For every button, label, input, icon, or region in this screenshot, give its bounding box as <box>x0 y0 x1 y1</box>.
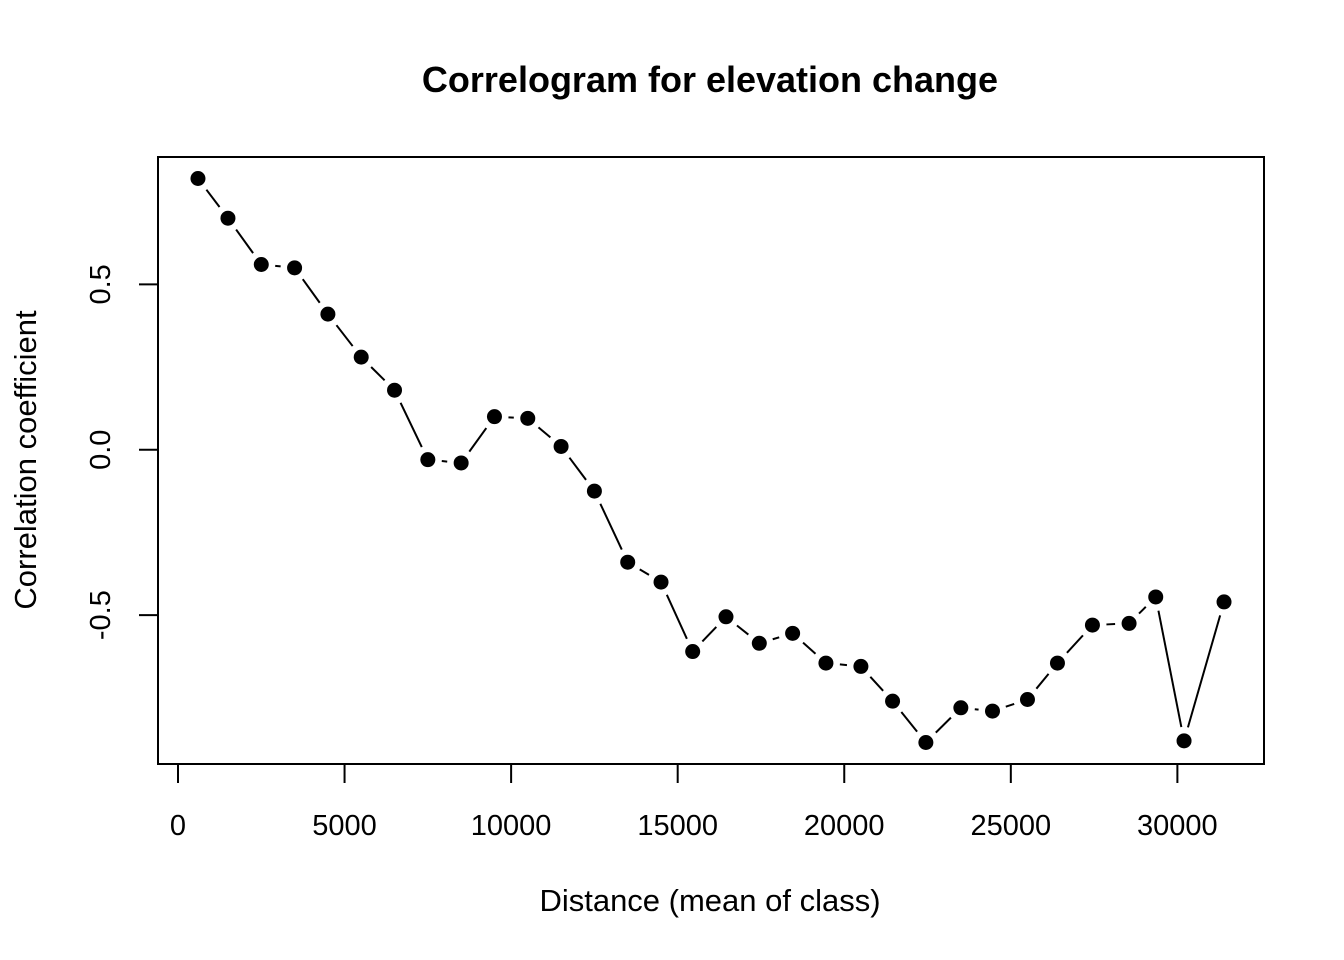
data-point <box>1049 655 1065 671</box>
data-point <box>353 349 369 365</box>
series-segment <box>935 716 952 734</box>
series-segment <box>205 189 221 208</box>
data-point <box>220 210 236 226</box>
y-axis: -0.5 0.0 0.5 <box>85 264 159 640</box>
series-segment <box>736 624 749 636</box>
y-axis-label: Correlation coefficient <box>8 310 43 610</box>
data-point <box>586 483 602 499</box>
data-point <box>718 609 734 625</box>
data-point <box>653 574 669 590</box>
data-point <box>1216 594 1232 610</box>
y-tick-label: 0.5 <box>85 264 117 304</box>
data-point <box>853 658 869 674</box>
data-point <box>253 257 269 273</box>
data-point <box>1121 615 1137 631</box>
series-segment <box>1005 702 1015 708</box>
series-segment <box>772 636 780 641</box>
series-segment <box>869 676 884 692</box>
data-point <box>620 554 636 570</box>
data-point <box>751 635 767 651</box>
data-point <box>818 655 834 671</box>
series-segment <box>441 460 448 463</box>
data-point <box>520 410 536 426</box>
series-segment <box>568 457 587 481</box>
x-axis: 0 5000 10000 15000 20000 25000 30000 <box>170 763 1218 842</box>
data-point <box>1084 617 1100 633</box>
series-segment <box>701 626 718 643</box>
series-segment <box>1035 673 1050 690</box>
data-point <box>1176 733 1192 749</box>
x-tick-label: 0 <box>170 810 186 842</box>
y-tick-label: -0.5 <box>85 590 117 640</box>
series-segment <box>1157 610 1183 728</box>
x-tick-label: 15000 <box>637 810 718 842</box>
data-point <box>553 438 569 454</box>
data-point <box>287 260 303 276</box>
x-tick-label: 25000 <box>970 810 1051 842</box>
series-segment <box>599 503 623 550</box>
series-segment <box>1066 634 1084 654</box>
series-segment <box>639 568 650 576</box>
y-tick-label: 0.0 <box>85 430 117 470</box>
data-point <box>453 455 469 471</box>
series-segment <box>1186 615 1222 728</box>
series-points <box>190 171 1232 750</box>
series-segment <box>399 402 423 448</box>
series-line <box>205 189 1222 734</box>
series-segment <box>802 641 817 655</box>
data-point <box>953 700 969 716</box>
series-segment <box>235 228 254 254</box>
data-point <box>1148 589 1164 605</box>
data-point <box>885 693 901 709</box>
data-point <box>984 703 1000 719</box>
x-tick-label: 5000 <box>312 810 377 842</box>
x-tick-label: 30000 <box>1137 810 1218 842</box>
data-point <box>685 644 701 660</box>
data-point <box>320 306 336 322</box>
x-tick-label: 20000 <box>804 810 885 842</box>
data-point <box>918 734 934 750</box>
series-segment <box>900 711 918 733</box>
series-segment <box>468 427 488 453</box>
data-point <box>190 171 206 187</box>
data-point <box>1019 691 1035 707</box>
chart-title: Correlogram for elevation change <box>422 59 998 100</box>
series-segment <box>537 426 552 439</box>
series-segment <box>370 366 386 382</box>
series-segment <box>275 264 281 268</box>
series-segment <box>665 594 688 640</box>
data-point <box>785 625 801 641</box>
series-segment <box>335 324 354 347</box>
data-point <box>420 452 436 468</box>
data-point <box>387 382 403 398</box>
x-tick-label: 10000 <box>471 810 552 842</box>
series-segment <box>301 278 321 304</box>
plot-frame <box>157 156 1265 765</box>
x-axis-label: Distance (mean of class) <box>539 883 880 918</box>
series-segment <box>1138 606 1147 615</box>
series-segment <box>839 663 848 667</box>
data-point <box>486 409 502 425</box>
